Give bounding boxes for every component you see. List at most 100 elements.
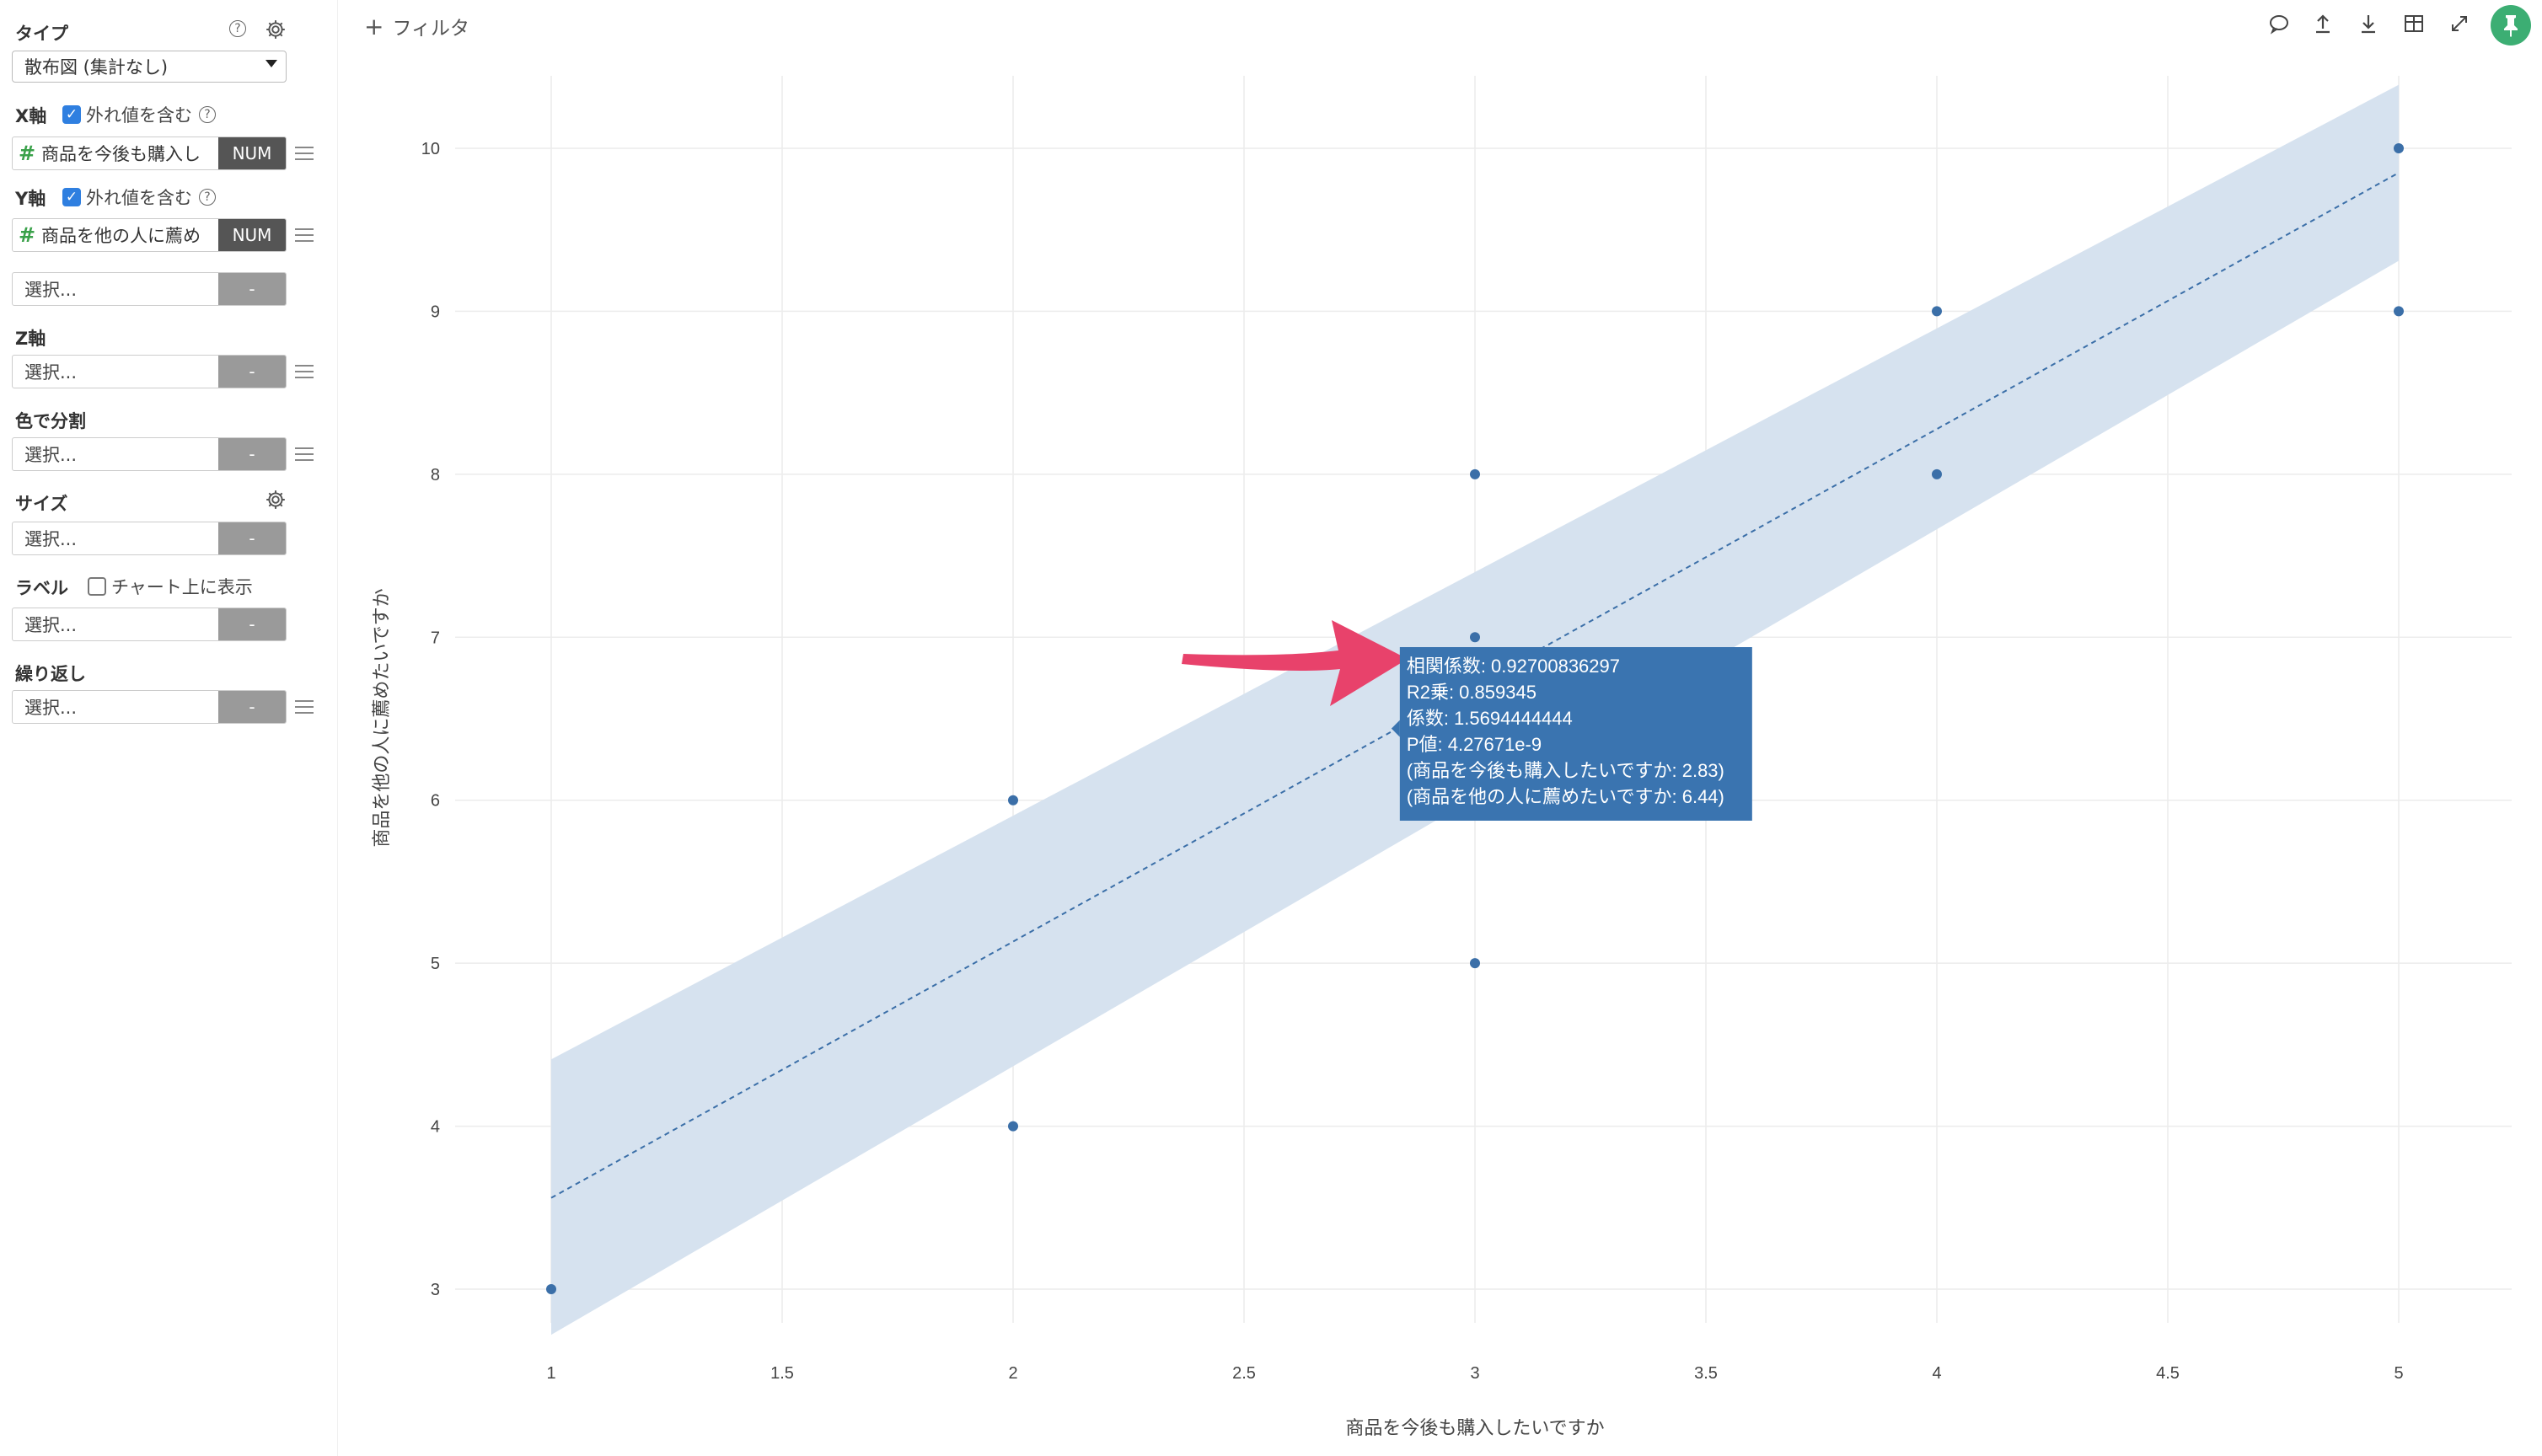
label-placeholder: 選択... [24, 615, 78, 635]
comment-icon[interactable] [2267, 12, 2291, 35]
tooltip-pointer [1391, 720, 1400, 737]
x-axis-field-name: 商品を今後も購入し [41, 144, 201, 164]
y-tick-label: 9 [431, 302, 440, 321]
y-tick-label: 6 [431, 792, 440, 811]
color-split-placeholder: 選択... [24, 445, 78, 465]
color-split-select[interactable]: 選択... - [12, 437, 287, 471]
type-help-icon[interactable]: ? [229, 20, 246, 37]
data-point[interactable] [1470, 468, 1480, 479]
download-icon[interactable] [2357, 12, 2380, 35]
x-tick-label: 5 [2394, 1364, 2403, 1383]
x-axis-title: 商品を今後も購入したいですか [1345, 1418, 1604, 1439]
y-outlier-checkbox[interactable]: ✓ [62, 188, 81, 206]
data-point[interactable] [1932, 306, 1942, 317]
tooltip-line: P値: 4.27671e-9 [1407, 734, 1542, 755]
add-filter-button[interactable]: + フィルタ [364, 12, 469, 40]
label-label: ラベル [15, 578, 68, 598]
y-outlier-option[interactable]: ✓ 外れ値を含む ? [62, 185, 216, 210]
chart-type-value: 散布図 (集計なし) [24, 57, 169, 78]
tooltip-line: (商品を他の人に薦めたいですか: 6.44) [1407, 786, 1724, 807]
label-button[interactable]: - [218, 608, 286, 640]
y-axis-menu-icon[interactable] [295, 228, 314, 242]
z-axis-select[interactable]: 選択... - [12, 355, 287, 388]
x-axis-label: X軸 [15, 106, 47, 126]
extra-axis-button[interactable]: - [218, 273, 286, 305]
type-label: タイプ [15, 24, 68, 44]
x-outlier-option[interactable]: ✓ 外れ値を含む ? [62, 102, 216, 127]
size-select[interactable]: 選択... - [12, 522, 287, 555]
repeat-label: 繰り返し [15, 664, 86, 684]
x-tick-labels: 1 1.5 2 2.5 3 3.5 4 4.5 5 [546, 1364, 2403, 1383]
pin-icon [2504, 15, 2518, 37]
repeat-button[interactable]: - [218, 691, 286, 723]
tooltip-line: R2乗: 0.859345 [1407, 682, 1536, 703]
data-point[interactable] [1932, 468, 1942, 479]
x-tick-label: 3 [1470, 1364, 1479, 1383]
data-point[interactable] [2394, 143, 2404, 153]
x-tick-label: 2.5 [1232, 1364, 1256, 1383]
data-point[interactable] [546, 1284, 556, 1294]
extra-axis-select[interactable]: 選択... - [12, 272, 287, 306]
y-axis-type-badge[interactable]: NUM [218, 219, 286, 251]
x-axis-menu-icon[interactable] [295, 147, 314, 160]
x-outlier-label: 外れ値を含む [86, 105, 192, 126]
data-point[interactable] [1008, 795, 1018, 806]
x-outlier-checkbox[interactable]: ✓ [62, 105, 81, 124]
filter-label: フィルタ [392, 18, 470, 40]
tooltip-lines: 相関係数: 0.92700836297 R2乗: 0.859345 係数: 1.56… [1407, 656, 1724, 807]
y-axis-field[interactable]: # 商品を他の人に薦め NUM [12, 218, 287, 252]
z-axis-placeholder: 選択... [24, 362, 78, 383]
sidebar: タイプ ? 散布図 (集計なし) X軸 ✓ 外れ値を含む ? # 商品を今後も購… [0, 0, 338, 1456]
size-settings-gear-icon[interactable] [265, 489, 287, 511]
color-split-button[interactable]: - [218, 438, 286, 470]
expand-icon[interactable] [2448, 12, 2471, 35]
data-point[interactable] [1470, 958, 1480, 969]
repeat-placeholder: 選択... [24, 698, 78, 718]
repeat-select[interactable]: 選択... - [12, 690, 287, 724]
data-point[interactable] [1008, 1121, 1018, 1132]
y-tick-labels: 3 4 5 6 7 8 9 10 [421, 140, 440, 1299]
x-axis-field[interactable]: # 商品を今後も購入し NUM [12, 136, 287, 170]
y-outlier-help-icon[interactable]: ? [199, 189, 216, 206]
y-tick-label: 3 [431, 1281, 440, 1299]
data-points [546, 143, 2404, 1294]
tooltip-line: (商品を今後も購入したいですか: 2.83) [1407, 760, 1724, 781]
size-button[interactable]: - [218, 522, 286, 554]
y-tick-label: 7 [431, 629, 440, 647]
tooltip-line: 相関係数: 0.92700836297 [1407, 656, 1620, 677]
size-label: サイズ [15, 494, 68, 514]
x-axis-type-badge[interactable]: NUM [218, 137, 286, 169]
z-axis-label: Z軸 [15, 329, 46, 349]
tooltip-background [1399, 647, 1752, 821]
repeat-menu-icon[interactable] [295, 700, 314, 714]
y-tick-label: 5 [431, 955, 440, 973]
y-tick-label: 8 [431, 466, 440, 484]
y-outlier-label: 外れ値を含む [86, 188, 192, 208]
label-show-option[interactable]: チャート上に表示 [88, 574, 253, 599]
z-axis-button[interactable]: - [218, 356, 286, 388]
size-placeholder: 選択... [24, 529, 78, 549]
pin-button[interactable] [2491, 5, 2531, 46]
type-settings-gear-icon[interactable] [265, 19, 287, 40]
x-tick-label: 4 [1932, 1364, 1941, 1383]
tooltip-line: 係数: 1.5694444444 [1407, 708, 1573, 729]
chart-type-dropdown[interactable]: 散布図 (集計なし) [12, 51, 287, 83]
label-show-checkbox[interactable] [88, 577, 106, 596]
data-point[interactable] [1470, 632, 1480, 643]
annotation-arrow [1182, 620, 1408, 706]
table-icon[interactable] [2402, 12, 2426, 35]
chevron-down-icon [265, 60, 277, 67]
x-outlier-help-icon[interactable]: ? [199, 106, 216, 123]
plus-icon: + [364, 12, 384, 40]
color-split-menu-icon[interactable] [295, 447, 314, 461]
data-point[interactable] [2394, 306, 2404, 317]
label-show-text: チャート上に表示 [111, 577, 253, 597]
x-tick-label: 1.5 [770, 1364, 794, 1383]
y-tick-label: 4 [431, 1118, 440, 1137]
extra-axis-placeholder: 選択... [24, 280, 78, 300]
y-tick-label: 10 [421, 140, 440, 158]
upload-icon[interactable] [2311, 12, 2335, 35]
z-axis-menu-icon[interactable] [295, 365, 314, 378]
label-select[interactable]: 選択... - [12, 608, 287, 641]
